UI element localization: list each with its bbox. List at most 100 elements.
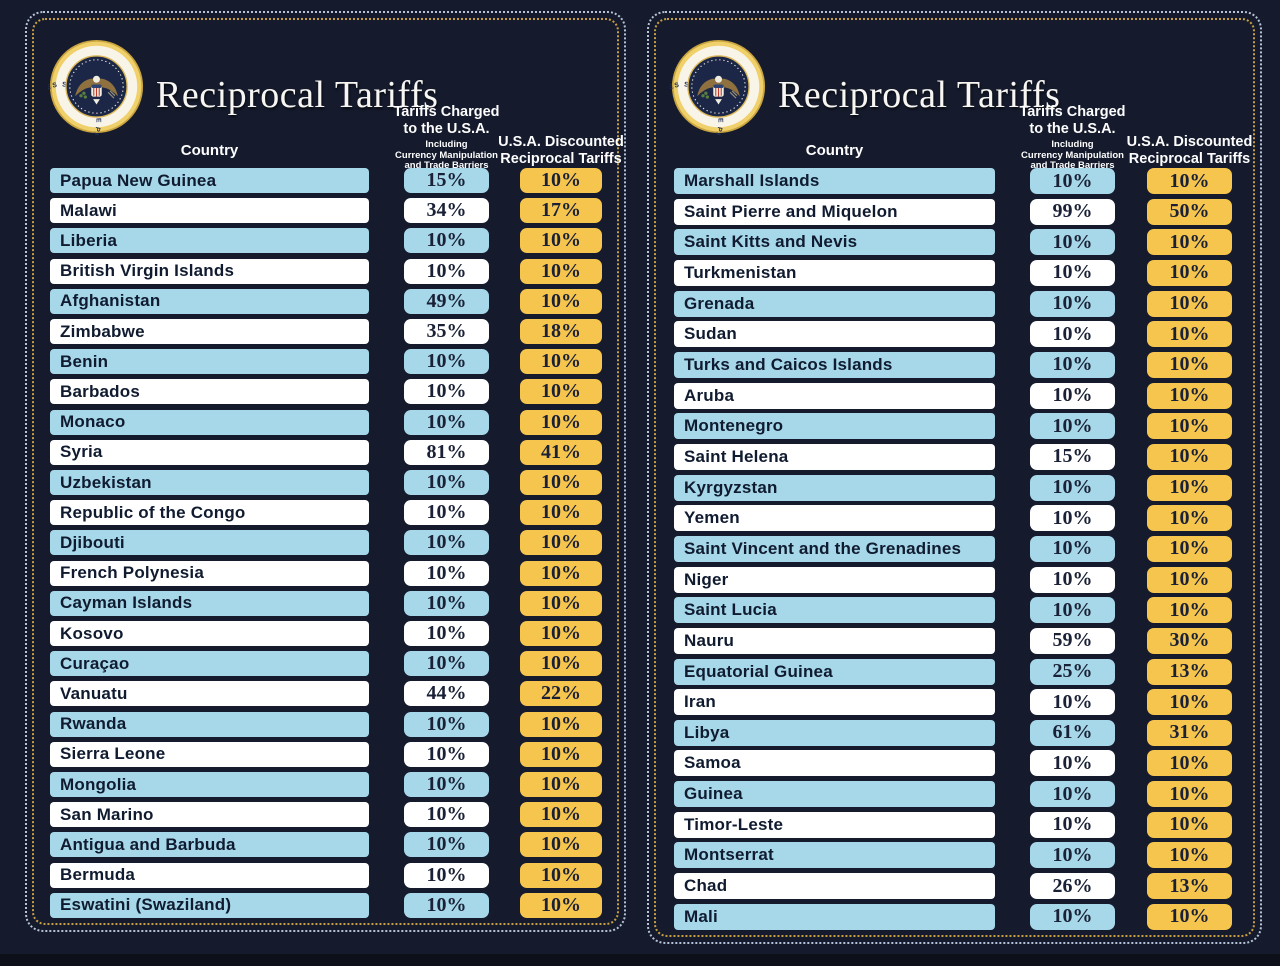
discounted-cell: 10% — [1147, 168, 1232, 194]
country-cell: San Marino — [50, 802, 369, 828]
discounted-cell: 10% — [520, 228, 602, 254]
header-line: Including — [425, 139, 468, 150]
tariff-table-left: Papua New Guinea 15% 10% Malawi 34% 17% Liberi… — [50, 168, 602, 918]
table-row: Afghanistan 49% 10% — [50, 288, 602, 314]
tariff-table-right: Marshall Islands 10% 10% Saint Pierre and M… — [674, 168, 1232, 930]
column-header-country: Country — [805, 142, 864, 159]
bottom-edge — [0, 954, 1280, 966]
country-cell: Cayman Islands — [50, 590, 369, 616]
country-cell: Uzbekistan — [50, 470, 369, 496]
olive-branch-icon — [79, 91, 87, 99]
country-cell: Kosovo — [50, 621, 369, 647]
discounted-cell: 10% — [520, 832, 602, 858]
table-row: Antigua and Barbuda 10% 10% — [50, 832, 602, 858]
discounted-cell: 10% — [520, 168, 602, 193]
country-cell: Timor-Leste — [674, 811, 995, 838]
column-header-discounted: U.S.A. Discounted Reciprocal Tariffs — [489, 134, 633, 168]
charged-cell: 10% — [1030, 351, 1115, 378]
table-row: Eswatini (Swaziland) 10% 10% — [50, 892, 602, 918]
charged-cell: 15% — [1030, 443, 1115, 470]
charged-cell: 10% — [1030, 842, 1115, 869]
table-row: Saint Helena 15% 10% — [674, 443, 1232, 470]
table-row: Republic of the Congo 10% 10% — [50, 500, 602, 526]
country-cell: Curaçao — [50, 651, 369, 677]
discounted-cell: 50% — [1147, 198, 1232, 225]
table-row: Chad 26% 13% — [674, 873, 1232, 900]
charged-cell: 10% — [404, 560, 489, 586]
country-cell: Barbados — [50, 379, 369, 405]
table-row: Curaçao 10% 10% — [50, 651, 602, 677]
discounted-cell: 10% — [1147, 443, 1232, 470]
table-row: Benin 10% 10% — [50, 349, 602, 375]
country-cell: Marshall Islands — [674, 168, 995, 194]
charged-cell: 10% — [404, 862, 489, 888]
table-row: Marshall Islands 10% 10% — [674, 168, 1232, 194]
charged-cell: 10% — [1030, 382, 1115, 409]
charged-cell: 10% — [1030, 750, 1115, 777]
table-row: Niger 10% 10% — [674, 566, 1232, 593]
olive-branch-icon — [701, 91, 709, 99]
table-row: Iran 10% 10% — [674, 689, 1232, 716]
table-row: Monaco 10% 10% — [50, 409, 602, 435]
discounted-cell: 13% — [1147, 658, 1232, 685]
table-row: Mongolia 10% 10% — [50, 772, 602, 798]
table-row: Equatorial Guinea 25% 13% — [674, 658, 1232, 685]
country-cell: Monaco — [50, 409, 369, 435]
column-header-charged: Tariffs Charged to the U.S.A. Including … — [377, 104, 516, 172]
charged-cell: 34% — [404, 198, 489, 224]
discounted-cell: 10% — [1147, 321, 1232, 348]
discounted-cell: 10% — [520, 711, 602, 737]
table-row: Nauru 59% 30% — [674, 627, 1232, 654]
country-cell: Nauru — [674, 627, 995, 654]
country-cell: Zimbabwe — [50, 319, 369, 345]
table-row: Rwanda 10% 10% — [50, 711, 602, 737]
country-cell: Saint Lucia — [674, 597, 995, 624]
country-cell: Saint Pierre and Miquelon — [674, 198, 995, 225]
discounted-cell: 10% — [1147, 229, 1232, 256]
discounted-cell: 10% — [520, 470, 602, 496]
discounted-cell: 10% — [1147, 290, 1232, 317]
header-line: Reciprocal Tariffs — [500, 151, 622, 167]
column-header-country: Country — [180, 142, 239, 159]
country-cell: Afghanistan — [50, 288, 369, 314]
discounted-cell: 18% — [520, 319, 602, 345]
discounted-cell: 10% — [520, 772, 602, 798]
charged-cell: 10% — [1030, 689, 1115, 716]
charged-cell: 10% — [1030, 566, 1115, 593]
header-line: Currency Manipulation — [395, 149, 498, 161]
table-row: Yemen 10% 10% — [674, 505, 1232, 532]
charged-cell: 10% — [1030, 811, 1115, 838]
table-row: Saint Pierre and Miquelon 99% 50% — [674, 198, 1232, 225]
charged-cell: 10% — [404, 228, 489, 254]
country-cell: Sudan — [674, 321, 995, 348]
tariff-panel-right: SEAL OF THE PRESIDENT OF THE UNITED STAT… — [647, 11, 1262, 944]
column-header-discounted: U.S.A. Discounted Reciprocal Tariffs — [1116, 134, 1263, 168]
table-row: Kosovo 10% 10% — [50, 621, 602, 647]
charged-cell: 10% — [404, 258, 489, 284]
discounted-cell: 10% — [520, 409, 602, 435]
country-cell: Liberia — [50, 228, 369, 254]
country-cell: Sierra Leone — [50, 741, 369, 767]
arrows-icon — [107, 90, 116, 99]
table-row: Saint Kitts and Nevis 10% 10% — [674, 229, 1232, 256]
country-cell: Republic of the Congo — [50, 500, 369, 526]
panel-title: Reciprocal Tariffs — [778, 74, 1061, 116]
header-line: U.S.A. Discounted — [498, 134, 624, 150]
charged-cell: 10% — [1030, 229, 1115, 256]
header-line: Currency Manipulation — [1021, 149, 1124, 161]
table-row: Cayman Islands 10% 10% — [50, 590, 602, 616]
country-cell: Aruba — [674, 382, 995, 409]
charged-cell: 10% — [1030, 168, 1115, 194]
country-cell: Eswatini (Swaziland) — [50, 892, 369, 918]
country-cell: Chad — [674, 873, 995, 900]
charged-cell: 10% — [404, 409, 489, 435]
country-cell: Bermuda — [50, 862, 369, 888]
presidential-seal-icon: SEAL OF THE PRESIDENT OF THE UNITED STAT… — [48, 39, 144, 135]
header-line: and Trade Barriers — [1030, 160, 1115, 171]
discounted-cell: 22% — [520, 681, 602, 707]
panel-title: Reciprocal Tariffs — [156, 74, 439, 116]
country-cell: Saint Kitts and Nevis — [674, 229, 995, 256]
charged-cell: 59% — [1030, 627, 1115, 654]
tariff-panel-left: SEAL OF THE PRESIDENT OF THE UNITED STAT… — [25, 11, 626, 932]
table-row: Saint Vincent and the Grenadines 10% 10% — [674, 535, 1232, 562]
